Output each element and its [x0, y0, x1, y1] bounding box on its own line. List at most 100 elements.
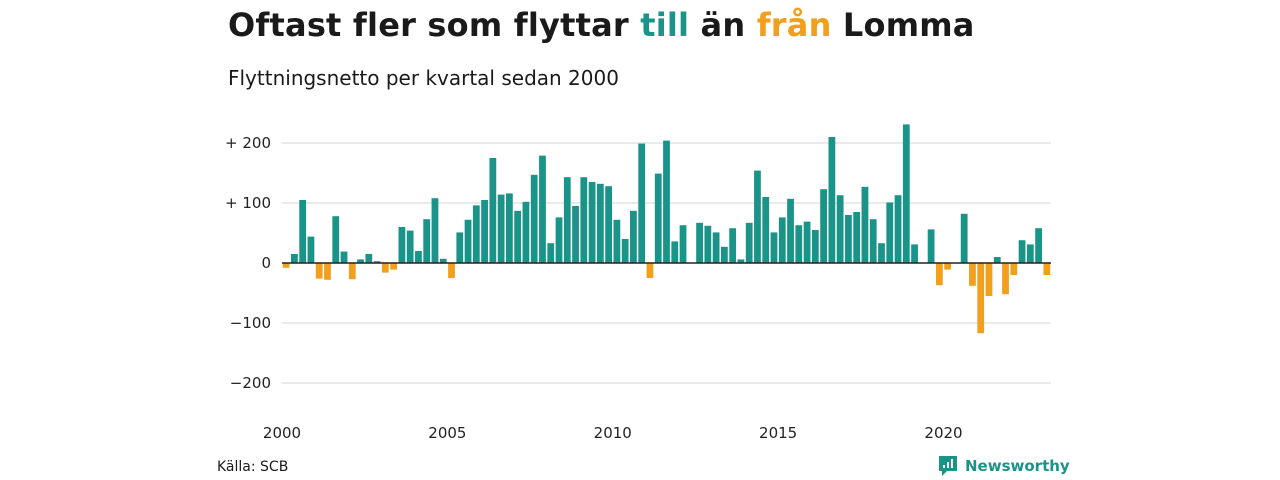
bar-chart: + 200 + 100 0 −100 −200 2000 2005 2010 2015 2020 [225, 124, 1051, 442]
bar-2005-k2 [456, 232, 464, 263]
y-tick-label: + 100 [225, 194, 271, 212]
y-tick-label: −200 [230, 374, 271, 392]
bar-2016-k1 [811, 230, 819, 263]
bar-2005-k3 [464, 219, 472, 263]
bar-2008-k2 [555, 217, 563, 263]
bar-2022-k1 [1010, 263, 1018, 275]
bar-2001-k4 [340, 251, 348, 263]
bar-2002-k2 [357, 259, 364, 263]
bar-2014-k4 [770, 232, 778, 263]
bar-2004-k3 [431, 198, 439, 263]
bar-2017-k2 [853, 212, 861, 263]
bar-2006-k3 [497, 194, 505, 263]
bar-2014-k2 [754, 170, 761, 263]
bar-2018-k1 [878, 243, 885, 263]
chart-title: Oftast fler som flyttar till än från Lom… [228, 6, 975, 44]
bar-2017-k4 [869, 219, 877, 263]
bar-2018-k3 [894, 195, 902, 263]
bar-2021-k3 [993, 257, 1001, 263]
y-axis-labels: + 200 + 100 0 −100 −200 [225, 134, 271, 392]
x-axis-labels: 2000 2005 2010 2015 2020 [263, 424, 963, 442]
bar-2021-k1 [977, 263, 985, 334]
bar-2011-k1 [646, 263, 654, 278]
bar-2010-k2 [621, 239, 629, 263]
bar-2012-k3 [696, 222, 703, 263]
bar-2012-k1 [679, 225, 687, 263]
bar-2002-k4 [373, 261, 381, 263]
bar-2003-k2 [390, 263, 398, 270]
bar-2008-k4 [572, 206, 579, 263]
bar-2006-k2 [489, 158, 497, 263]
title-part1: Oftast fler som flyttar [228, 6, 641, 44]
bar-2015-k4 [803, 221, 811, 263]
source-note: Källa: SCB [217, 459, 289, 475]
bar-2001-k2 [324, 263, 331, 280]
bar-2016-k4 [836, 195, 844, 263]
bar-2015-k2 [787, 198, 794, 263]
y-tick-label: 0 [261, 254, 271, 272]
bar-2013-k2 [720, 246, 728, 263]
bar-2021-k2 [985, 263, 993, 296]
bar-2003-k1 [381, 263, 389, 273]
bar-2003-k3 [398, 227, 406, 263]
bar-2009-k1 [580, 177, 588, 263]
bar-2011-k2 [654, 173, 662, 263]
x-tick-label: 2015 [759, 424, 797, 442]
bar-2001-k3 [332, 216, 340, 263]
bar-2008-k1 [547, 243, 555, 263]
bar-2007-k1 [514, 210, 522, 263]
bar-2011-k3 [663, 140, 670, 263]
bar-2015-k1 [778, 217, 786, 263]
bar-2019-k1 [911, 244, 918, 263]
x-tick-label: 2020 [924, 424, 962, 442]
title-part2: än [689, 6, 757, 44]
bar-2004-k2 [423, 219, 431, 263]
bar-2020-k1 [944, 263, 952, 270]
bar-2019-k4 [935, 263, 943, 286]
chart-subtitle: Flyttningsnetto per kvartal sedan 2000 [228, 66, 619, 90]
bar-2003-k4 [406, 230, 414, 263]
bar-2010-k1 [613, 219, 621, 263]
bar-2008-k3 [563, 177, 571, 263]
brand-name: Newsworthy [965, 457, 1070, 475]
bar-2009-k3 [596, 183, 604, 263]
bar-2012-k4 [704, 225, 712, 263]
bar-2021-k4 [1002, 263, 1009, 295]
bar-2023-k1 [1043, 263, 1051, 275]
y-tick-label: + 200 [225, 134, 271, 152]
bar-2000-k3 [299, 200, 307, 263]
bar-2001-k1 [315, 263, 323, 279]
bar-2022-k2 [1018, 240, 1026, 263]
bar-2000-k2 [291, 254, 298, 263]
bar-2014-k1 [745, 222, 753, 263]
bar-2016-k2 [820, 189, 827, 263]
bar-2000-k4 [307, 236, 315, 263]
bar-2013-k4 [737, 259, 745, 263]
bar-2000-k1 [282, 263, 290, 268]
bar-2018-k4 [902, 124, 910, 264]
bar-2010-k3 [630, 210, 637, 263]
bar-2004-k1 [415, 251, 422, 263]
bar-2017-k3 [861, 186, 869, 263]
title-part3: Lomma [831, 6, 975, 44]
bar-2018-k2 [886, 202, 894, 263]
x-tick-label: 2010 [594, 424, 632, 442]
title-word-till: till [640, 6, 690, 44]
bar-2020-k3 [960, 213, 968, 263]
bar-2004-k4 [439, 258, 447, 263]
bar-2007-k3 [530, 174, 538, 263]
bar-2020-k4 [969, 263, 976, 286]
bar-2019-k3 [927, 229, 935, 263]
bar-2022-k4 [1035, 228, 1042, 263]
newsworthy-logo-icon [939, 456, 957, 476]
bar-2014-k3 [762, 197, 770, 263]
bar-2013-k3 [729, 228, 737, 263]
bar-2005-k1 [448, 263, 455, 278]
bar-2006-k1 [481, 200, 488, 263]
bar-2002-k3 [365, 254, 373, 263]
bar-2017-k1 [845, 215, 852, 263]
bar-2006-k4 [506, 193, 513, 263]
bar-2002-k1 [348, 263, 356, 280]
bar-2015-k3 [795, 225, 803, 263]
bars [282, 124, 1051, 334]
